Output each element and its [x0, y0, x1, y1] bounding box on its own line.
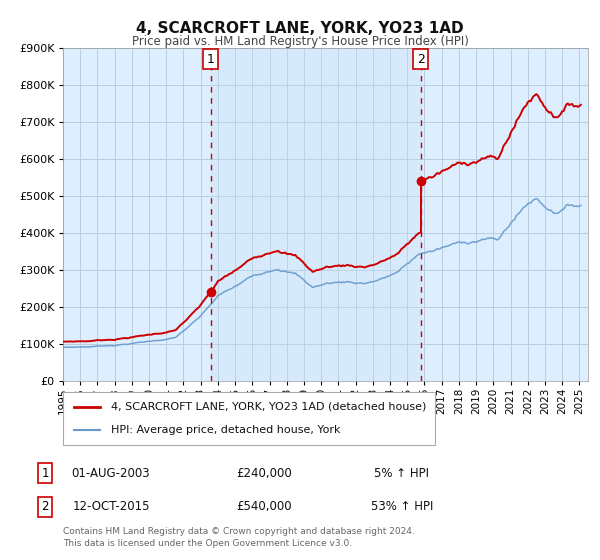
FancyBboxPatch shape	[63, 392, 435, 445]
Text: HPI: Average price, detached house, York: HPI: Average price, detached house, York	[112, 425, 341, 435]
Text: 01-AUG-2003: 01-AUG-2003	[71, 466, 151, 480]
Text: Contains HM Land Registry data © Crown copyright and database right 2024.: Contains HM Land Registry data © Crown c…	[63, 528, 415, 536]
Text: £240,000: £240,000	[236, 466, 292, 480]
Text: This data is licensed under the Open Government Licence v3.0.: This data is licensed under the Open Gov…	[63, 539, 352, 548]
Text: 2: 2	[417, 53, 425, 66]
Text: 1: 1	[41, 466, 49, 480]
Text: £540,000: £540,000	[236, 500, 292, 514]
Text: 12-OCT-2015: 12-OCT-2015	[72, 500, 150, 514]
Text: Price paid vs. HM Land Registry's House Price Index (HPI): Price paid vs. HM Land Registry's House …	[131, 35, 469, 48]
Text: 4, SCARCROFT LANE, YORK, YO23 1AD: 4, SCARCROFT LANE, YORK, YO23 1AD	[136, 21, 464, 36]
Text: 5% ↑ HPI: 5% ↑ HPI	[374, 466, 430, 480]
Text: 53% ↑ HPI: 53% ↑ HPI	[371, 500, 433, 514]
Text: 1: 1	[207, 53, 215, 66]
Bar	[211, 48, 421, 381]
Text: 4, SCARCROFT LANE, YORK, YO23 1AD (detached house): 4, SCARCROFT LANE, YORK, YO23 1AD (detac…	[112, 402, 427, 412]
Text: 2: 2	[41, 500, 49, 514]
